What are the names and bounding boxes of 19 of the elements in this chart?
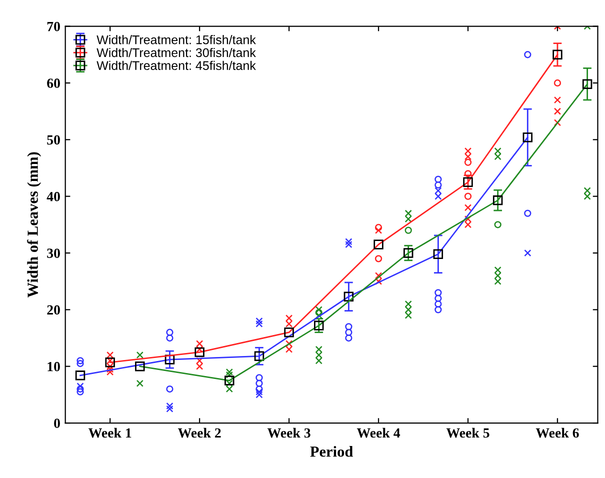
x-tick-label: Week 1 — [88, 428, 132, 438]
y-tick-label: 50 — [47, 135, 60, 145]
x-tick-label: Week 5 — [446, 428, 490, 438]
legend-label: Width/Treatment: 30fish/tank — [96, 48, 256, 58]
legend-label: Width/Treatment: 15fish/tank — [96, 35, 256, 44]
legend-label: Width/Treatment: 45fish/tank — [96, 60, 256, 70]
x-tick-label: Week 6 — [536, 428, 579, 438]
y-axis-title: Width of Leaves (mm) — [27, 152, 42, 298]
x-tick-label: Week 2 — [178, 428, 221, 438]
y-tick-label: 40 — [46, 192, 60, 202]
y-tick-label: 60 — [47, 78, 60, 88]
y-tick-label: 10 — [48, 362, 60, 372]
y-tick-label: 30 — [47, 248, 60, 258]
y-tick-label: 70 — [47, 22, 60, 32]
x-axis-title: Period — [310, 446, 354, 457]
y-tick-label: 0 — [54, 418, 60, 428]
x-tick-label: Week 4 — [356, 428, 400, 438]
y-tick-label: 20 — [47, 305, 60, 315]
x-tick-label: Week 3 — [267, 428, 310, 438]
